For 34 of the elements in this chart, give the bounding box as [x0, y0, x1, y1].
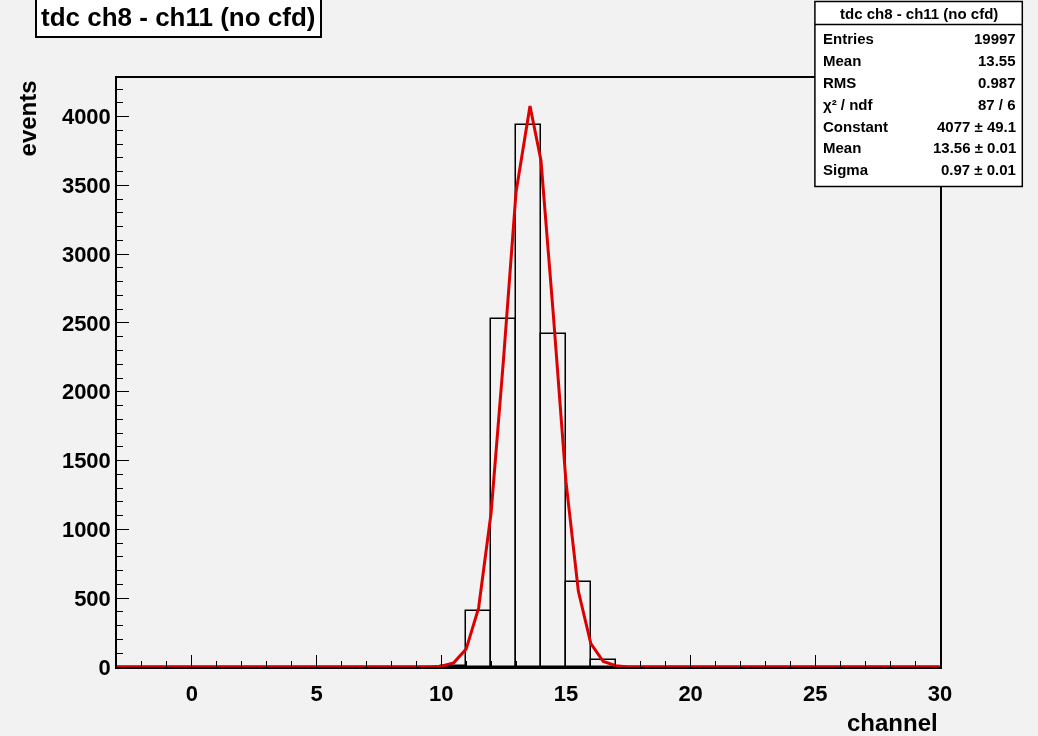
y-tick-label: 2500: [61, 310, 111, 336]
annotation: χ² / ndf: [823, 96, 874, 113]
y-tick-label: 1000: [61, 517, 111, 543]
y-tick-label: 4000: [61, 104, 111, 130]
chart-title: tdc ch8 - ch11 (no cfd): [41, 2, 316, 32]
text: 87 / 6: [978, 96, 1016, 113]
y-tick-label: 500: [74, 585, 111, 611]
text: 13.55: [978, 52, 1016, 69]
x-tick-label: 5: [310, 681, 323, 707]
annotation: Constant: [823, 118, 888, 135]
x-tick-label: 20: [678, 681, 703, 707]
x-tick-label: 30: [927, 681, 953, 707]
y-axis-title: events: [14, 80, 42, 157]
annotation: 4077 ± 49.1: [937, 118, 1017, 135]
annotation: RMS: [823, 74, 857, 91]
y-tick-label: 3500: [61, 173, 111, 199]
annotation: Sigma: [823, 161, 869, 178]
y-tick-label: 2000: [61, 379, 111, 405]
x-tick-label: 15: [553, 681, 579, 707]
annotation: 13.56 ± 0.01: [933, 139, 1017, 156]
text: 0.987: [978, 74, 1016, 91]
x-tick-label: 10: [428, 681, 454, 707]
text: Mean: [823, 52, 862, 69]
x-tick-label: 0: [185, 681, 198, 707]
y-tick-label: 3000: [61, 241, 111, 267]
text: tdc ch8 - ch11 (no cfd): [840, 5, 999, 22]
y-tick-label: 0: [98, 654, 111, 680]
text: Entries: [823, 30, 874, 47]
x-axis-title: channel: [847, 709, 938, 736]
x-tick-label: 25: [803, 681, 828, 707]
annotation: Mean: [823, 139, 862, 156]
y-tick-label: 1500: [61, 448, 111, 474]
text: 19997: [974, 30, 1016, 47]
text: 0.97 ± 0.01: [941, 161, 1016, 178]
